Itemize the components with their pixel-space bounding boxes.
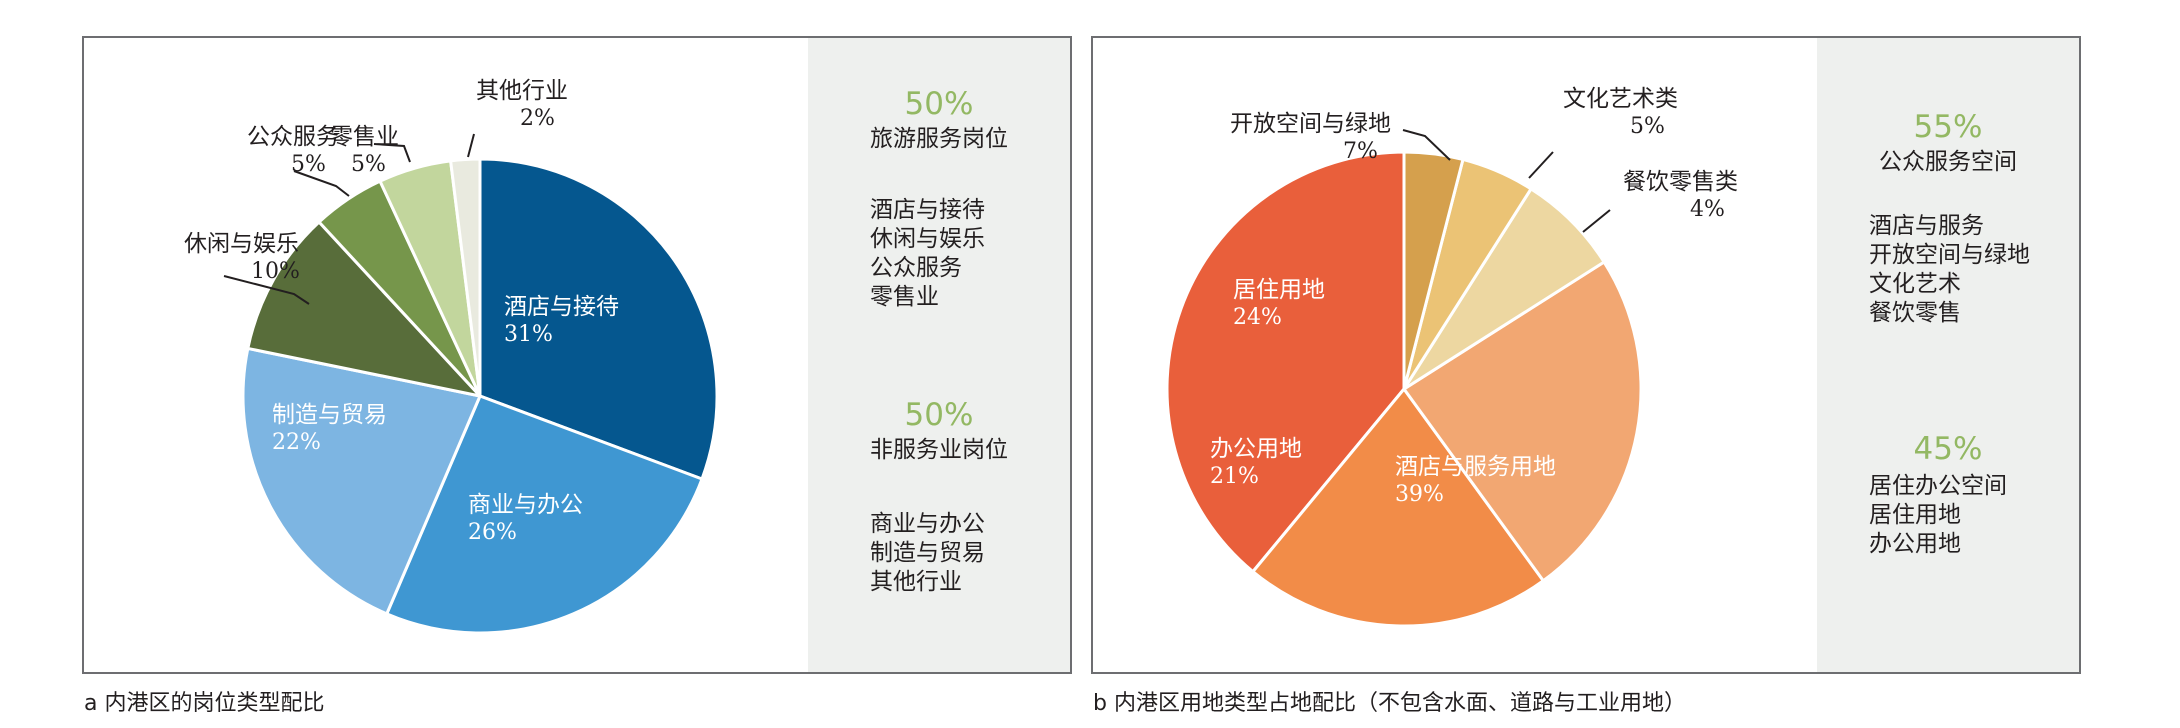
slice-category-label: 酒店与服务用地 [1395,454,1556,480]
summary-item: 酒店与服务 [1869,213,1984,239]
summary-items: 商业与办公 制造与贸易 其他行业 [870,510,985,597]
pie-slice [1402,187,1606,391]
summary-panel-jobs: 50% 旅游服务岗位 酒店与接待 休闲与娱乐 公众服务 零售业 50% 非服务业… [808,38,1070,672]
summary-item: 办公用地 [1869,531,1961,557]
slice-value-label: 2% [520,106,555,131]
slice-category-label: 商业与办公 [468,492,583,518]
summary-group: 50% 非服务业岗位 [808,395,1070,465]
summary-items: 酒店与接待 休闲与娱乐 公众服务 零售业 [870,196,985,312]
pie-slices [1165,150,1643,628]
slice-category-label: 其他行业 [476,78,568,104]
summary-item: 居住用地 [1869,502,1961,528]
slice-category-label: 酒店与接待 [504,294,619,320]
summary-group: 55% 公众服务空间 [1817,107,2079,177]
summary-percent: 50% [904,397,974,433]
pie-slice [241,346,482,616]
summary-item: 餐饮零售 [1869,300,1961,326]
summary-group-name: 居住办公空间 [1869,473,2007,499]
summary-group-name: 非服务业岗位 [870,437,1008,463]
slice-value-label: 5% [291,152,326,177]
pie-slice [1402,150,1465,391]
pie-slice [478,157,719,481]
slice-category-label: 餐饮零售类 [1623,169,1738,195]
pie-slice [246,220,482,398]
pie-chart-jobs: 酒店与接待31%商业与办公26%制造与贸易22%休闲与娱乐10%公众服务5%零售… [184,78,719,635]
slice-category-label: 零售业 [330,124,399,150]
summary-percent: 45% [1913,431,1983,467]
chart-panel-landuse: 酒店与服务用地 39% 办公用地 21% 居住用地 24% 开放空间与绿地 7% 文化艺术类 5%… [1091,36,2081,674]
leader-line [1402,129,1451,161]
slice-value-label: 21% [1210,464,1259,489]
summary-item: 文化艺术 [1869,271,1961,297]
summary-item: 休闲与娱乐 [870,226,985,252]
chart-panel-jobs: 酒店与接待 31% 商业与办公 26% 制造与贸易 22% 休闲与娱乐 10% 公众服务 5% 零售… [82,36,1072,674]
leader-line [373,143,411,163]
leader-line [293,170,350,197]
summary-item: 制造与贸易 [870,540,985,566]
pie-labels: 酒店与接待31%商业与办公26%制造与贸易22%休闲与娱乐10%公众服务5%零售… [184,78,619,545]
pie-slice [449,157,482,398]
slice-value-label: 26% [468,520,517,545]
slice-category-label: 居住用地 [1233,277,1325,303]
summary-item: 商业与办公 [870,511,985,537]
slice-value-label: 39% [1395,482,1444,507]
pie-slices [241,157,719,635]
summary-items: 居住办公空间 居住用地 办公用地 [1869,472,2007,559]
summary-item: 零售业 [870,284,939,310]
leader-line [1528,151,1554,179]
slice-category-label: 公众服务 [247,124,339,150]
slice-category-label: 休闲与娱乐 [184,231,299,257]
summary-panel-landuse: 55% 公众服务空间 酒店与服务 开放空间与绿地 文化艺术 餐饮零售 45% 居… [1817,38,2079,672]
leader-line [223,275,310,305]
summary-group-name: 旅游服务岗位 [870,126,1008,152]
slice-value-label: 5% [351,152,386,177]
slice-value-label: 4% [1690,197,1725,222]
summary-group: 45% [1817,429,2079,469]
summary-percent: 50% [904,86,974,122]
pie-slice [1165,150,1406,574]
chart-caption: a 内港区的岗位类型配比 [84,691,325,716]
slice-value-label: 7% [1343,139,1378,164]
summary-item: 开放空间与绿地 [1869,242,2030,268]
summary-percent: 55% [1913,109,1983,145]
slice-value-label: 10% [251,259,300,284]
slice-value-label: 31% [504,322,553,347]
summary-item: 酒店与接待 [870,197,985,223]
summary-item: 其他行业 [870,569,962,595]
leader-line [467,133,475,158]
summary-group: 50% 旅游服务岗位 [808,84,1070,154]
slice-category-label: 开放空间与绿地 [1230,111,1391,137]
slice-category-label: 文化艺术类 [1563,86,1678,112]
pie-slice [385,394,704,635]
summary-item: 公众服务 [870,255,962,281]
pie-slice [1251,387,1545,628]
slice-category-label: 制造与贸易 [272,402,387,428]
slice-value-label: 22% [272,430,321,455]
summary-group-name: 公众服务空间 [1879,149,2017,175]
slice-value-label: 24% [1233,305,1282,330]
summary-items: 酒店与服务 开放空间与绿地 文化艺术 餐饮零售 [1869,212,2030,328]
chart-caption: b 内港区用地类型占地配比（不包含水面、道路与工业用地） [1093,691,1686,716]
slice-category-label: 办公用地 [1210,436,1302,462]
slice-value-label: 5% [1630,114,1665,139]
pie-slice [1402,260,1643,583]
leader-line [1582,209,1611,233]
